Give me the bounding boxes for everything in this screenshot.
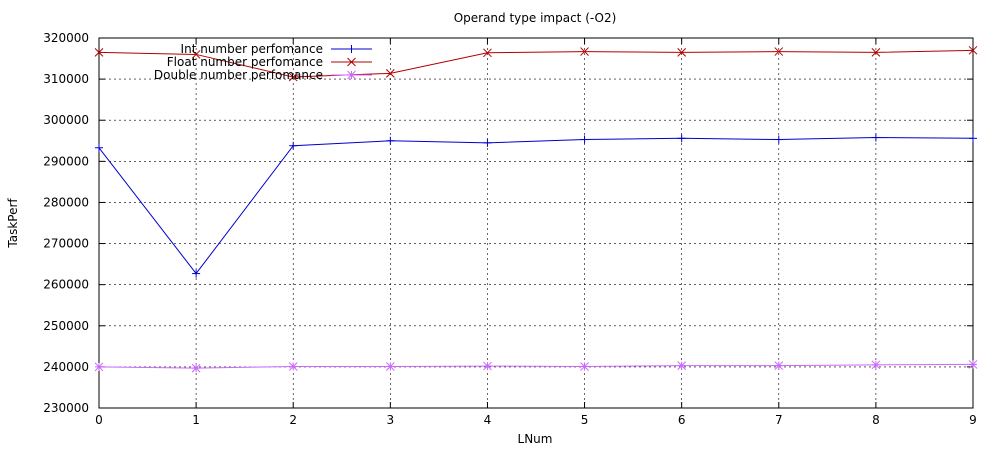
series-3	[94, 360, 978, 373]
series-line	[98, 363, 974, 369]
data-point	[386, 136, 395, 145]
x-tick-label: 7	[775, 413, 783, 427]
series-2	[94, 45, 978, 82]
x-tick-label: 8	[872, 413, 880, 427]
data-point	[483, 48, 492, 58]
grid	[99, 38, 973, 408]
series-1	[95, 133, 977, 278]
data-point	[774, 47, 784, 56]
data-point	[580, 135, 589, 144]
legend-label: Double number perfomance	[154, 68, 323, 82]
y-tick-label: 320000	[43, 31, 89, 45]
y-axis-label: TaskPerf	[6, 198, 20, 249]
y-tick-label: 240000	[43, 360, 89, 374]
x-tick-label: 1	[192, 413, 200, 427]
data-point	[191, 50, 201, 59]
data-point	[191, 363, 201, 373]
legend-swatch-marker	[347, 57, 356, 67]
data-point	[288, 72, 298, 82]
series-layer	[94, 45, 978, 373]
data-point	[289, 141, 298, 150]
y-tick-label: 290000	[43, 154, 89, 168]
data-point	[871, 360, 881, 370]
data-point	[94, 48, 104, 57]
data-point	[288, 362, 298, 371]
y-tick-label: 310000	[43, 72, 89, 86]
data-point	[385, 362, 395, 371]
legend-swatch-marker	[347, 45, 356, 53]
data-point	[95, 143, 103, 152]
x-axis: 0 1 2 3 4 5 6 7 8 9	[95, 38, 977, 427]
data-point	[774, 135, 783, 144]
legend-swatch-marker	[347, 70, 356, 80]
data-point	[969, 134, 977, 143]
data-point	[192, 269, 201, 278]
data-point	[871, 48, 881, 57]
data-point	[94, 362, 104, 372]
y-axis: 230000 240000 250000 260000 270000 280000 2900…	[43, 31, 973, 415]
series-line	[98, 49, 974, 78]
y-tick-label: 260000	[43, 278, 89, 292]
y-tick-label: 280000	[43, 195, 89, 209]
y-tick-label: 230000	[43, 401, 89, 415]
data-point	[774, 361, 784, 371]
series-line	[98, 136, 974, 275]
chart-title: Operand type impact (-O2)	[454, 11, 617, 25]
x-tick-label: 6	[678, 413, 686, 427]
legend-label: Int number perfomance	[181, 42, 323, 56]
legend-label: Float number perfomance	[167, 55, 323, 69]
x-axis-label: LNum	[518, 432, 553, 446]
data-point	[968, 360, 978, 369]
y-tick-label: 250000	[43, 319, 89, 333]
x-tick-label: 2	[289, 413, 297, 427]
x-tick-label: 9	[969, 413, 977, 427]
y-tick-label: 300000	[43, 113, 89, 127]
y-tick-label: 270000	[43, 237, 89, 251]
data-point	[677, 361, 687, 371]
data-point	[483, 138, 492, 147]
data-point	[483, 361, 492, 371]
x-tick-label: 3	[387, 413, 395, 427]
x-tick-label: 5	[581, 413, 589, 427]
data-point	[871, 133, 880, 142]
x-tick-label: 4	[484, 413, 492, 427]
data-point	[968, 45, 978, 55]
data-point	[580, 47, 589, 56]
data-point	[385, 69, 395, 78]
data-point	[580, 362, 589, 371]
x-tick-label: 0	[95, 413, 103, 427]
plot-area-frame	[98, 37, 974, 409]
data-point	[677, 134, 686, 143]
data-point	[677, 48, 687, 57]
